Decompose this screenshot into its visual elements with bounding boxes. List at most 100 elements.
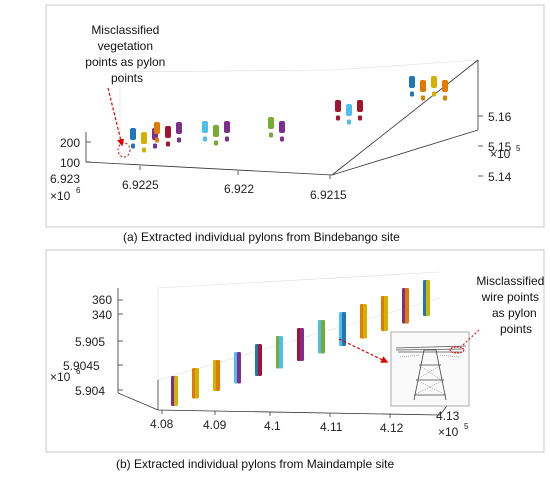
panel-b: 360 340 5.905 5.9045 5.904 ×10 6 4.08 4.… <box>45 249 547 471</box>
panel-a-y-tick: 5.14 <box>488 170 512 184</box>
pylon-point-cluster <box>342 312 346 346</box>
panel-b-x-tick: 4.12 <box>380 421 404 435</box>
pylon-point-cluster <box>357 100 363 112</box>
panel-a-x-exponent: 6 <box>76 186 81 195</box>
panel-a-x-origin-tick: 6.923 <box>50 172 80 186</box>
pylon-point-cluster <box>279 121 285 133</box>
panel-a-x-tick: 6.9225 <box>122 178 159 192</box>
pylon-point-cluster <box>216 360 220 391</box>
panel-a-annotation-line: Misclassified <box>91 23 159 37</box>
panel-a-ticks <box>86 115 483 179</box>
panel-b-x-tick: 4.09 <box>203 418 227 432</box>
panel-a-pylon-points <box>130 76 448 153</box>
panel-a-y-tick: 5.15 <box>488 140 512 154</box>
panel-a-annotation-line: vegetation <box>98 39 153 53</box>
panel-b-x-exponent: 5 <box>464 422 469 431</box>
pylon-point-cluster <box>203 136 207 142</box>
panel-b-annotation-line: as pylon <box>492 306 537 320</box>
pylon-point-cluster <box>225 136 229 142</box>
pylon-point-cluster <box>363 304 367 339</box>
pylon-point-cluster <box>432 91 436 97</box>
pylon-point-cluster <box>409 76 415 88</box>
panel-a-annotation-line: points as pylon <box>85 55 165 69</box>
pylon-point-cluster <box>280 136 284 142</box>
pylon-point-cluster <box>177 137 181 143</box>
panel-b-y-exponent: 6 <box>76 367 81 376</box>
pylon-point-cluster <box>237 352 241 384</box>
panel-b-x-tick: 4.11 <box>320 420 343 434</box>
panel-b-annotation: Misclassified wire points as pylon point… <box>476 274 547 336</box>
panel-b-pylon-points <box>171 280 430 406</box>
panel-a-z-tick: 200 <box>60 136 80 150</box>
pylon-point-cluster <box>202 121 208 133</box>
pylon-point-cluster <box>346 104 352 116</box>
panel-b-y-tick: 5.9045 <box>63 359 100 373</box>
pylon-point-cluster <box>420 80 426 92</box>
pylon-point-cluster <box>154 122 160 134</box>
panel-a-z-tick: 100 <box>60 156 80 170</box>
panel-b-x-tick: 4.13 <box>436 409 460 423</box>
pylon-point-cluster <box>131 143 135 149</box>
pylon-point-cluster <box>165 126 171 138</box>
pylon-point-cluster <box>155 137 159 143</box>
pylon-point-cluster <box>195 368 199 399</box>
panel-b-z-tick: 340 <box>92 308 112 322</box>
pylon-point-cluster <box>214 140 218 146</box>
pylon-point-cluster <box>224 121 230 133</box>
pylon-point-cluster <box>279 336 283 369</box>
panel-a-x-exp-base: ×10 <box>50 189 71 203</box>
panel-b-highlight-ellipse <box>449 346 465 354</box>
pylon-point-cluster <box>347 119 351 125</box>
panel-b-y-exp-base: ×10 <box>50 370 71 384</box>
pylon-point-cluster <box>130 128 136 140</box>
panel-b-y-tick: 5.905 <box>75 335 105 349</box>
pylon-point-cluster <box>153 143 157 149</box>
panel-b-z-tick: 360 <box>92 293 112 307</box>
panel-a-y-exponent: 5 <box>516 144 521 153</box>
panel-b-ticks <box>118 299 391 418</box>
pylon-point-cluster <box>426 280 430 316</box>
panel-b-annotation-line: Misclassified <box>476 274 544 288</box>
pylon-point-cluster <box>300 328 304 361</box>
panel-a-highlight-ellipse <box>117 142 131 158</box>
pylon-point-cluster <box>405 288 409 324</box>
pylon-point-cluster <box>141 132 147 144</box>
panel-b-inset-arrow <box>338 338 389 363</box>
panel-a-annotation: Misclassified vegetation points as pylon… <box>85 23 168 85</box>
pylon-point-cluster <box>321 320 325 354</box>
panel-a-y-exp-base: ×10 <box>490 147 511 161</box>
panel-b-y-tick: 5.904 <box>75 384 105 398</box>
panel-b-x-tick: 4.08 <box>150 417 174 431</box>
panel-b-x-exp-base: ×10 <box>438 425 459 439</box>
panel-b-x-tick: 4.1 <box>264 419 281 433</box>
pylon-point-cluster <box>268 117 274 129</box>
panel-a-annotation-line: points <box>111 71 143 85</box>
inset-frame <box>390 331 470 407</box>
pylon-point-cluster <box>443 95 447 101</box>
pylon-point-cluster <box>421 95 425 101</box>
pylon-point-cluster <box>442 80 448 92</box>
pylon-point-cluster <box>174 376 178 406</box>
panel-b-inset-tower <box>390 331 470 407</box>
pylon-point-cluster <box>384 296 388 331</box>
pylon-point-cluster <box>269 132 273 138</box>
pylon-point-cluster <box>358 115 362 121</box>
panel-a-caption: (a) Extracted individual pylons from Bin… <box>123 230 400 244</box>
pylon-point-cluster <box>213 125 219 137</box>
pylon-point-cluster <box>142 147 146 153</box>
panel-b-caption: (b) Extracted individual pylons from Mai… <box>116 457 394 471</box>
pylon-point-cluster <box>258 344 262 376</box>
panel-a-frame <box>45 4 545 228</box>
panel-a-y-tick: 5.16 <box>488 110 512 124</box>
pylon-point-cluster <box>176 122 182 134</box>
pylon-point-cluster <box>410 91 414 97</box>
pylon-point-cluster <box>166 141 170 147</box>
panel-b-annotation-line: wire points <box>481 290 539 304</box>
panel-a: 200 100 6.923 ×10 6 6.9225 6.922 6.9215 … <box>45 4 545 244</box>
panel-b-annotation-line: points <box>500 322 532 336</box>
pylon-point-cluster <box>431 76 437 88</box>
panel-b-frame <box>45 249 545 453</box>
panel-a-x-tick: 6.922 <box>224 182 254 196</box>
pylon-point-cluster <box>336 115 340 121</box>
